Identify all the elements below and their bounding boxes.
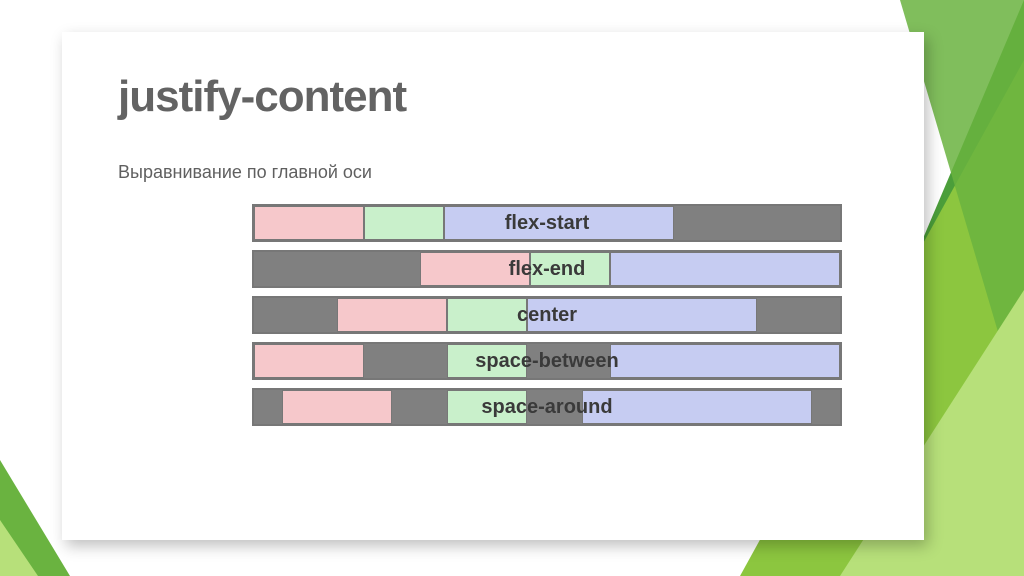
- blue-box: [527, 298, 757, 332]
- pink-box: [337, 298, 447, 332]
- slide-card: justify-content Выравнивание по главной …: [62, 32, 924, 540]
- chart-row: space-between: [252, 342, 842, 380]
- green-box: [364, 206, 444, 240]
- blue-box: [444, 206, 674, 240]
- green-box: [530, 252, 610, 286]
- chart-row: center: [252, 296, 842, 334]
- slide-title: justify-content: [118, 72, 406, 122]
- blue-box: [610, 252, 840, 286]
- pink-box: [420, 252, 530, 286]
- pink-box: [254, 206, 364, 240]
- pink-box: [282, 390, 392, 424]
- green-box: [447, 344, 527, 378]
- justify-content-chart: flex-start flex-end center space-between spa…: [252, 204, 842, 426]
- blue-box: [610, 344, 840, 378]
- chart-row: flex-end: [252, 250, 842, 288]
- pink-box: [254, 344, 364, 378]
- slide-subtitle: Выравнивание по главной оси: [118, 162, 372, 183]
- green-box: [447, 298, 527, 332]
- blue-box: [582, 390, 812, 424]
- green-box: [447, 390, 527, 424]
- chart-row: flex-start: [252, 204, 842, 242]
- chart-row: space-around: [252, 388, 842, 426]
